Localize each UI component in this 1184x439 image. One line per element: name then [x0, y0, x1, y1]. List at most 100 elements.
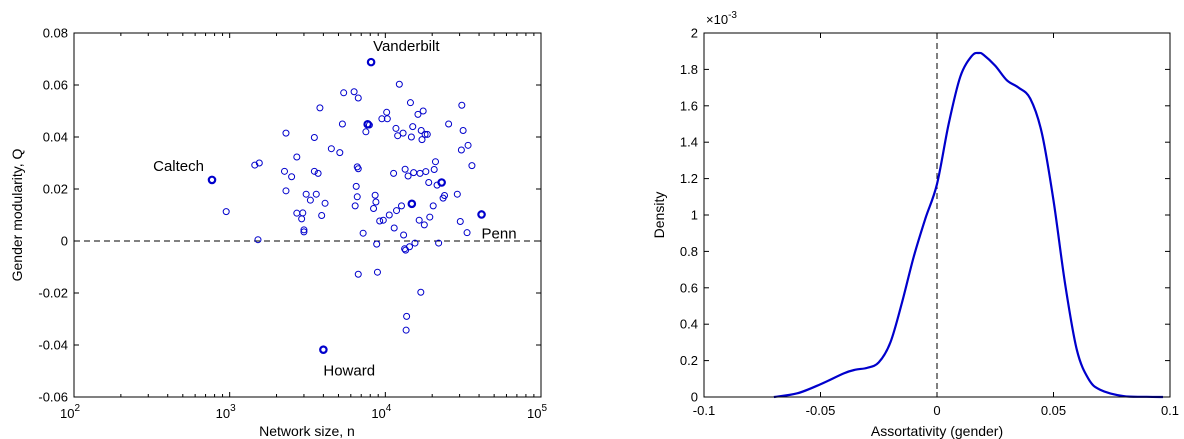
scatter-point — [321, 199, 329, 207]
scatter-point — [406, 99, 414, 107]
tick-base: 10 — [371, 406, 385, 421]
y-tick-label: 0.8 — [680, 244, 698, 259]
scatter-point — [298, 215, 306, 223]
scatter-point — [418, 136, 426, 144]
annotation-howard: Howard — [323, 363, 375, 380]
y-axis-label: Gender modularity, Q — [9, 148, 25, 281]
scatter-point — [314, 169, 322, 177]
scatter-point — [354, 270, 362, 278]
scatter-point — [414, 110, 422, 118]
scatter-point — [416, 169, 424, 177]
scatter-point — [390, 224, 398, 232]
scatter-point — [395, 80, 403, 88]
scatter-point — [354, 94, 362, 102]
scatter-point — [421, 130, 429, 138]
scatter-point — [417, 127, 425, 134]
scatter-point — [419, 107, 427, 115]
x-tick-label: 105 — [527, 403, 547, 421]
scatter-point — [351, 202, 359, 210]
scatter-point — [393, 207, 401, 215]
y-tick-label: 0.08 — [43, 26, 68, 41]
tick-base: 10 — [527, 406, 541, 421]
scatter-point — [310, 167, 318, 175]
scatter-point — [390, 169, 398, 177]
scatter-point — [373, 240, 381, 248]
scatter-point — [456, 218, 464, 225]
scatter-point — [394, 132, 402, 140]
scatter-point — [400, 231, 408, 239]
scatter-point — [359, 229, 367, 237]
scatter-point — [362, 128, 370, 136]
scatter-point — [336, 149, 344, 157]
highlighted-point — [366, 57, 376, 67]
annotation-vanderbilt: Vanderbilt — [373, 38, 440, 55]
annotation-caltech: Caltech — [153, 158, 204, 175]
scatter-point — [312, 190, 320, 198]
scatter-point — [293, 209, 301, 217]
scatter-point — [371, 191, 379, 199]
scatter-point — [373, 268, 381, 276]
scatter-point — [406, 243, 414, 251]
x-tick-label: 0 — [933, 403, 940, 418]
scatter-point — [338, 120, 346, 128]
scatter-point — [425, 179, 433, 186]
y-tick-label: 0.6 — [680, 280, 698, 295]
scatter-point — [426, 213, 434, 221]
tick-base: 10 — [60, 406, 74, 421]
scatter-point — [420, 221, 428, 229]
annotation-penn: Penn — [482, 225, 517, 242]
x-tick-label: 102 — [60, 403, 80, 421]
scatter-point — [282, 187, 290, 195]
y-tick-label: 0.04 — [43, 130, 68, 145]
scatter-point — [435, 239, 443, 247]
scatter-point — [327, 145, 335, 153]
scatter-point — [422, 168, 430, 176]
scatter-point — [385, 211, 393, 219]
y-tick-label: -0.06 — [38, 390, 68, 405]
scatter-point — [401, 165, 409, 173]
scatter-point — [255, 159, 263, 167]
scatter-point — [280, 167, 288, 175]
y-tick-label: 0.02 — [43, 182, 68, 197]
scatter-point — [409, 123, 417, 131]
tick-exponent: 5 — [541, 403, 547, 414]
scatter-point — [254, 236, 262, 244]
x-tick-label: -0.05 — [806, 403, 836, 418]
scatter-point — [458, 101, 466, 109]
highlighted-point — [207, 175, 217, 185]
y-tick-label: 2 — [691, 26, 698, 41]
scatter-point — [402, 326, 410, 334]
highlighted-point — [319, 345, 328, 354]
tick-exponent: 3 — [230, 403, 236, 414]
y-tick-label: 1.8 — [680, 62, 698, 77]
scatter-point — [441, 192, 449, 199]
y-tick-label: 0.06 — [43, 78, 68, 93]
y-tick-label: 1.6 — [680, 98, 698, 113]
scatter-point — [404, 172, 412, 180]
scatter-point — [453, 190, 461, 198]
scatter-point — [316, 104, 324, 112]
scatter-point — [417, 288, 425, 296]
x-axis-label: Network size, n — [259, 423, 355, 439]
scatter-point — [430, 166, 438, 173]
scatter-point — [340, 89, 348, 97]
scatter-point — [282, 129, 290, 137]
scatter-point — [468, 162, 476, 170]
scatter-point — [376, 217, 384, 225]
scatter-point — [350, 88, 358, 96]
scatter-points — [207, 57, 486, 354]
y-tick-label: 1 — [691, 208, 698, 223]
tick-base: 10 — [216, 406, 230, 421]
scatter-point — [222, 208, 230, 216]
scatter-point — [302, 190, 310, 198]
plot-frame — [73, 32, 542, 398]
y-axis-ticks: 0 0.2 0.4 0.6 0.8 1 1.2 1.4 1.6 1.8 2 — [680, 26, 1170, 405]
y-tick-label: 0 — [61, 234, 68, 249]
scatter-point — [403, 312, 411, 320]
x-tick-label: 0.1 — [1161, 403, 1179, 418]
scatter-point — [464, 141, 472, 149]
scatter-point — [370, 205, 378, 212]
scatter-point — [423, 130, 431, 138]
scatter-point — [392, 124, 400, 132]
